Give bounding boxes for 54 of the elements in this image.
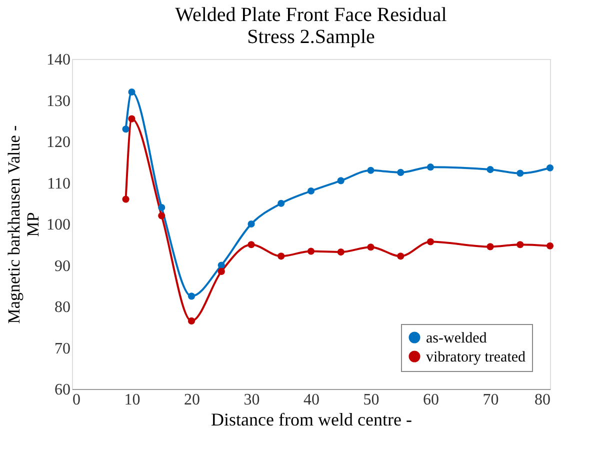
point: [397, 168, 404, 176]
point: [128, 88, 136, 96]
x-tick-label: 70: [482, 392, 499, 408]
y-tick-label: 70: [54, 340, 70, 358]
point: [278, 200, 285, 207]
point: [188, 292, 196, 300]
point: [158, 212, 166, 220]
point: [337, 177, 344, 184]
point: [158, 204, 166, 212]
x-tick-label: 10: [124, 392, 140, 408]
point: [278, 252, 285, 260]
x-tick-label: 80: [534, 392, 550, 408]
y-tick-label: 110: [47, 175, 70, 192]
x-axis-title: Distance from weld centre -: [211, 410, 412, 430]
point: [426, 164, 434, 171]
point: [337, 248, 344, 256]
y-tick-label: 90: [54, 258, 70, 275]
point: [516, 170, 524, 177]
point: [426, 238, 434, 246]
y-tick-label: 80: [54, 299, 70, 316]
point: [248, 241, 255, 248]
text: MP: [24, 212, 42, 237]
point: [546, 164, 554, 172]
text: Welded Plate Front Face Residual: [175, 4, 447, 26]
point: [546, 242, 554, 250]
legend-label: vibratory treated: [426, 350, 526, 366]
point: [516, 241, 524, 248]
x-tick-label: 30: [244, 392, 260, 408]
x-tick-label: 50: [363, 392, 380, 408]
y-tick-label: 120: [46, 134, 70, 151]
text: Stress 2.Sample: [247, 26, 375, 48]
legend-label: as-welded: [426, 330, 488, 346]
x-tick-label: 20: [184, 392, 200, 408]
x-tick-label: 40: [304, 392, 320, 408]
point: [397, 252, 404, 260]
point: [248, 220, 255, 228]
point: [486, 166, 494, 174]
point: [218, 262, 225, 269]
point: [307, 187, 315, 195]
point: [188, 317, 196, 324]
text: Magnetic barkhausen Value -: [4, 125, 24, 324]
point: [122, 196, 130, 203]
point: [367, 244, 374, 251]
x-tick-label: 0: [72, 392, 80, 408]
point: [486, 243, 494, 250]
y-tick-label: 100: [46, 216, 70, 234]
x-tick-label: 60: [423, 392, 439, 408]
point: [218, 268, 225, 275]
point: [307, 248, 315, 255]
point: [122, 126, 130, 133]
point: [367, 166, 374, 174]
point: [128, 115, 136, 122]
y-tick-label: 140: [46, 52, 70, 68]
y-tick-label: 130: [46, 92, 70, 110]
